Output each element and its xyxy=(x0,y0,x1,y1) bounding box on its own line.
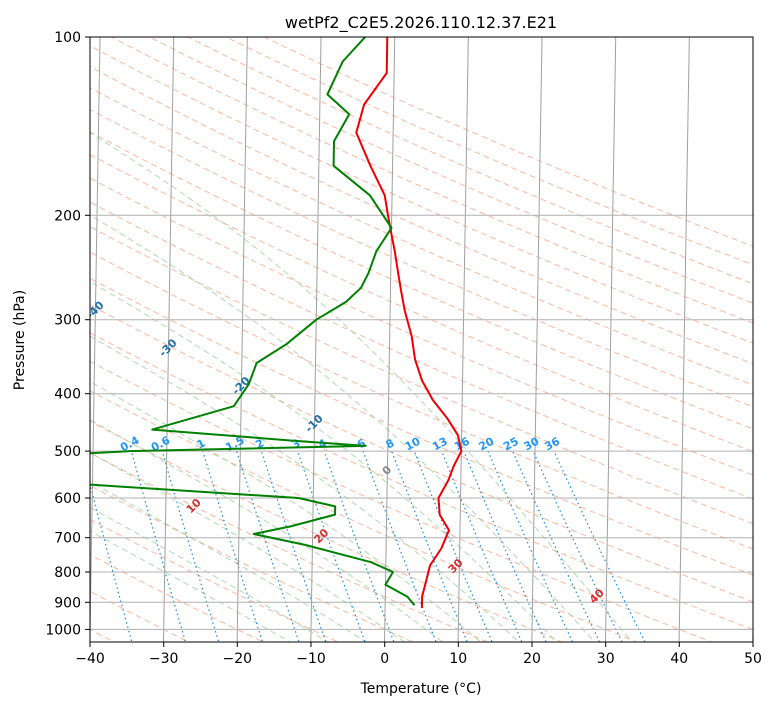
moist-adiabat-line xyxy=(90,281,558,642)
dry-adiabat-line xyxy=(90,66,753,365)
x-tick-label: 50 xyxy=(744,651,762,667)
isotherm-line xyxy=(605,37,617,642)
isotherms xyxy=(90,37,753,642)
mixing-ratio-line xyxy=(463,450,547,642)
x-tick-label: −40 xyxy=(75,651,105,667)
mixing-ratio-label: 25 xyxy=(501,435,521,454)
dry-adiabat-line xyxy=(90,304,753,603)
isotherm-line xyxy=(163,37,175,642)
y-tick-label: 800 xyxy=(54,565,81,581)
moist-adiabat-line xyxy=(90,506,329,642)
x-tick-label: 30 xyxy=(597,651,615,667)
pressure-grid xyxy=(90,37,753,630)
dry-adiabat-line xyxy=(90,45,753,344)
x-tick-label: 10 xyxy=(449,651,467,667)
x-tick-label: −10 xyxy=(296,651,326,667)
dry-adiabat-line xyxy=(90,332,753,630)
mixing-ratio-line xyxy=(441,450,523,642)
dry-adiabat-line xyxy=(110,37,753,324)
mixing-ratio-line xyxy=(532,450,623,642)
dry-adiabat-line xyxy=(90,360,713,642)
temperature-line xyxy=(355,37,463,609)
isotherm-line xyxy=(384,37,396,642)
dry-adiabat-line xyxy=(90,484,414,642)
y-tick-label: 600 xyxy=(54,491,81,507)
mixing-ratio-label: 16 xyxy=(452,435,472,454)
mixing-ratio-line xyxy=(487,450,574,642)
moist-adiabat-line xyxy=(90,530,292,642)
mixing-ratio-label: 10 xyxy=(403,435,423,454)
dewpoint-line xyxy=(90,37,416,606)
mixing-ratio-label: 36 xyxy=(542,435,562,454)
mixing-ratio-line xyxy=(130,450,187,642)
plot-frame xyxy=(89,36,754,643)
y-tick-label: 700 xyxy=(54,531,81,547)
mixing-ratio-label: 13 xyxy=(430,435,450,454)
dry-adiabat-line xyxy=(90,177,753,476)
isotherm-line xyxy=(457,37,469,642)
mixing-ratio-line xyxy=(297,450,366,642)
dry-adiabat-line xyxy=(90,452,489,642)
dry-adiabat-line xyxy=(263,37,753,247)
y-axis-ticks: 100 200 300 400 500 600 700 800 900 1000 xyxy=(45,30,90,638)
y-tick-label: 300 xyxy=(54,313,81,329)
mixing-ratio-line xyxy=(362,450,437,642)
isotherm-line xyxy=(531,37,543,642)
x-tick-label: 40 xyxy=(670,651,688,667)
y-tick-label: 900 xyxy=(54,595,81,611)
mixing-ratio-line xyxy=(553,450,646,642)
isotherm-line xyxy=(90,37,101,642)
plot-area: 0.10.20.40.611.52346810131620253036-100-… xyxy=(68,37,753,642)
y-tick-label: 200 xyxy=(54,208,81,224)
y-tick-label: 500 xyxy=(54,444,81,460)
dry-adiabat-line xyxy=(90,277,753,576)
y-tick-label: 1000 xyxy=(45,622,81,638)
dry-adiabat-line xyxy=(90,87,753,386)
dry-adiabat-line xyxy=(90,251,753,550)
moist-adiabat-line xyxy=(90,419,444,642)
mixing-ratio-label: 0.2 xyxy=(68,434,91,455)
mixing-ratio-line xyxy=(512,450,601,642)
x-tick-label: 20 xyxy=(523,651,541,667)
x-tick-label: −20 xyxy=(223,651,253,667)
mixing-ratio-line xyxy=(161,450,220,642)
mixing-ratio-line xyxy=(323,450,395,642)
isotherm-line xyxy=(236,37,248,642)
y-tick-label: 400 xyxy=(54,387,81,403)
mixing-ratio-line xyxy=(413,450,493,642)
sounding-series xyxy=(90,37,463,609)
chart-title: wetPf2_C2E5.2026.110.12.37.E21 xyxy=(285,13,557,33)
x-axis-label: Temperature (°C) xyxy=(360,681,482,697)
x-tick-label: −30 xyxy=(149,651,179,667)
x-tick-label: 0 xyxy=(380,651,389,667)
dry-adiabat-line xyxy=(224,37,753,266)
mixing-ratio-label: 30 xyxy=(522,435,542,454)
y-tick-label: 100 xyxy=(54,30,81,46)
isotherm-line xyxy=(678,37,690,642)
x-axis-ticks: −40 −30 −20 −10 0 10 20 30 40 50 xyxy=(75,642,762,667)
y-axis-label: Pressure (hPa) xyxy=(12,290,28,390)
mixing-ratio-label: 20 xyxy=(477,435,497,454)
